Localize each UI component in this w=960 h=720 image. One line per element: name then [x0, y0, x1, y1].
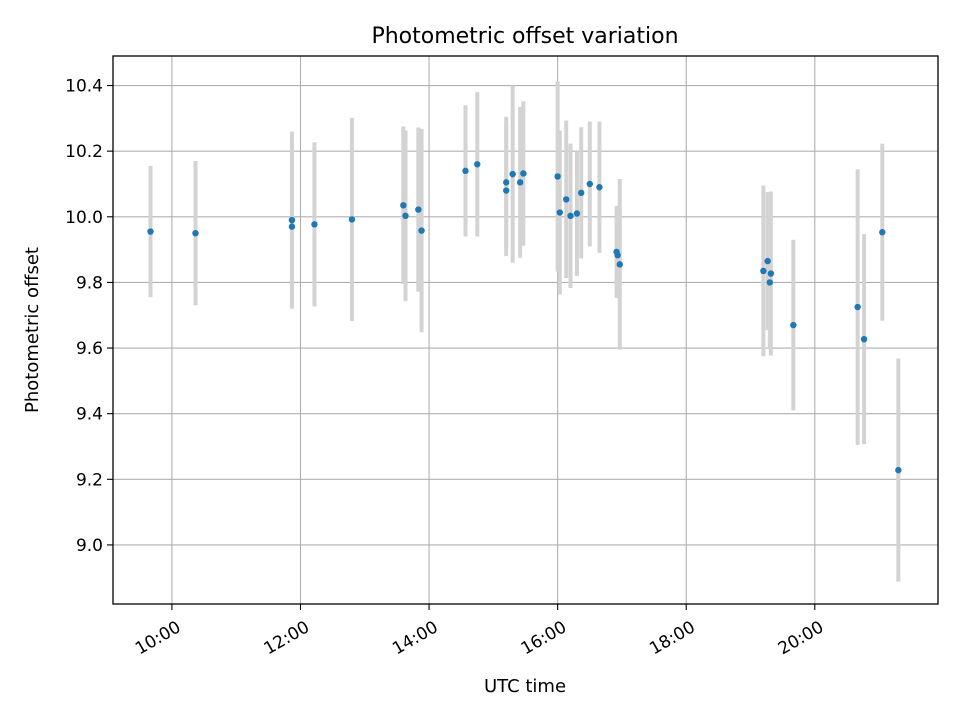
- data-point: [586, 180, 593, 188]
- y-tick-label: 9.8: [76, 273, 103, 293]
- x-axis-label: UTC time: [484, 676, 566, 697]
- x-axis-ticks: 10:00 12:00 14:00 16:00 18:00 20:00: [132, 604, 827, 659]
- data-point: [462, 167, 469, 175]
- data-point: [509, 170, 516, 178]
- data-point: [311, 221, 318, 228]
- grid-lines: [113, 56, 938, 604]
- x-tick-label: 10:00: [132, 617, 184, 659]
- data-point: [616, 261, 623, 268]
- x-tick-label: 14:00: [389, 617, 441, 659]
- data-point: [573, 210, 581, 217]
- y-tick-label: 9.2: [76, 470, 103, 490]
- data-point: [474, 161, 481, 168]
- data-point: [554, 173, 561, 180]
- y-axis-label: Photometric offset: [22, 247, 43, 413]
- data-point: [556, 209, 563, 216]
- data-point: [854, 303, 861, 311]
- data-point: [192, 229, 199, 237]
- x-tick-label: 16:00: [518, 617, 570, 659]
- y-tick-label: 10.2: [65, 142, 103, 162]
- data-points: [147, 161, 902, 474]
- y-tick-label: 10.0: [65, 208, 103, 228]
- chart-title: Photometric offset variation: [371, 24, 678, 49]
- data-point: [415, 206, 422, 213]
- data-point: [400, 202, 407, 209]
- y-tick-label: 10.4: [65, 77, 103, 97]
- data-point: [288, 216, 296, 224]
- data-point: [614, 251, 621, 259]
- data-point: [760, 267, 767, 275]
- data-point: [288, 223, 296, 230]
- data-point: [563, 196, 570, 203]
- data-point: [402, 212, 409, 220]
- y-tick-label: 9.4: [76, 405, 103, 425]
- data-point: [516, 179, 524, 186]
- data-point: [418, 227, 425, 234]
- data-point: [596, 184, 603, 191]
- x-tick-label: 20:00: [775, 617, 827, 659]
- y-tick-label: 9.0: [76, 536, 103, 556]
- data-point: [520, 170, 527, 177]
- data-point: [348, 216, 356, 223]
- data-point: [147, 228, 154, 235]
- x-tick-label: 18:00: [646, 617, 698, 659]
- plot-area-frame: [112, 55, 939, 605]
- data-point: [503, 187, 510, 194]
- x-tick-label: 12:00: [261, 617, 313, 659]
- y-tick-label: 9.6: [76, 339, 103, 359]
- data-point: [767, 270, 775, 277]
- data-point: [860, 335, 868, 343]
- data-point: [503, 179, 510, 186]
- data-point: [879, 229, 886, 236]
- data-point: [895, 466, 902, 474]
- data-point: [578, 189, 585, 197]
- y-axis-ticks: 9.0 9.2 9.4 9.6 9.8 10.0 10.2 10.4: [65, 77, 113, 556]
- data-point: [790, 321, 797, 329]
- data-point: [766, 279, 773, 286]
- data-point: [764, 257, 771, 265]
- data-point: [567, 212, 574, 220]
- error-bars: [148, 81, 901, 582]
